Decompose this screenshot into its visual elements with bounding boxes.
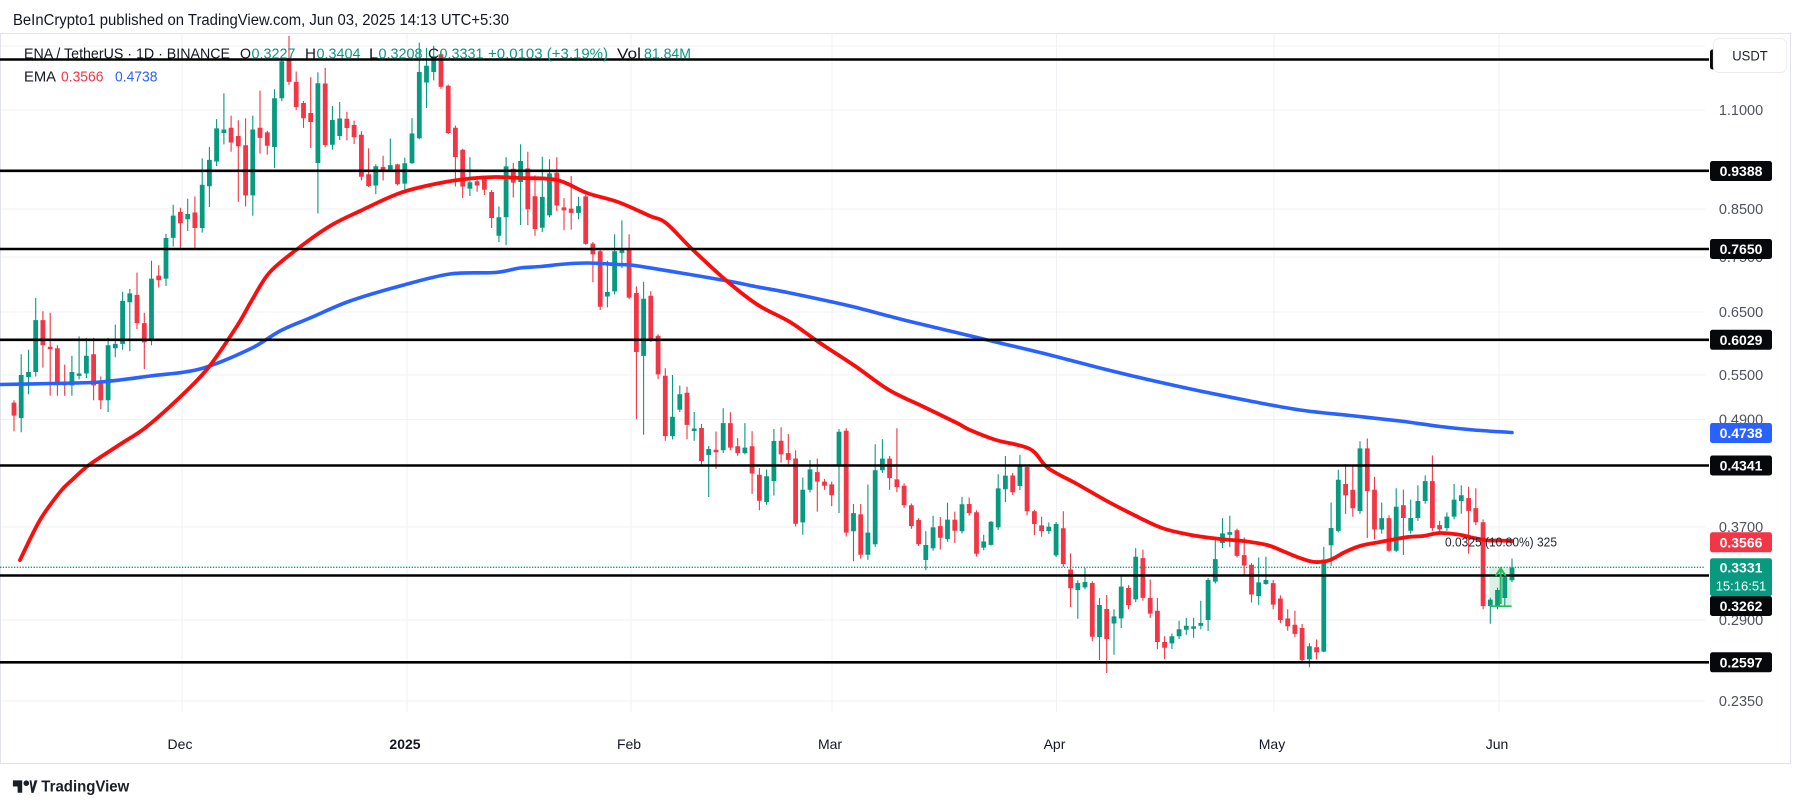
svg-text:0.7650: 0.7650 xyxy=(1720,241,1763,257)
svg-text:0.4341: 0.4341 xyxy=(1720,458,1763,474)
svg-text:Dec: Dec xyxy=(168,736,193,752)
svg-text:Jun: Jun xyxy=(1486,736,1509,752)
svg-text:Apr: Apr xyxy=(1044,736,1066,752)
svg-text:0.9388: 0.9388 xyxy=(1720,163,1763,179)
svg-text:0.3331: 0.3331 xyxy=(1720,559,1763,575)
svg-text:Mar: Mar xyxy=(818,736,842,752)
svg-text:0.6029: 0.6029 xyxy=(1720,332,1763,348)
svg-text:TradingView: TradingView xyxy=(41,779,130,796)
svg-text:0.2350: 0.2350 xyxy=(1719,694,1763,710)
svg-text:0.3700: 0.3700 xyxy=(1719,520,1763,536)
svg-text:USDT: USDT xyxy=(1732,48,1768,63)
svg-text:BeInCrypto1 published on Tradi: BeInCrypto1 published on TradingView.com… xyxy=(13,12,509,29)
svg-text:2025: 2025 xyxy=(389,736,420,752)
svg-text:0.2900: 0.2900 xyxy=(1719,613,1763,629)
svg-text:1.1000: 1.1000 xyxy=(1719,103,1763,119)
svg-text:0.3262: 0.3262 xyxy=(1720,598,1763,614)
svg-text:May: May xyxy=(1259,736,1285,752)
svg-text:0.2597: 0.2597 xyxy=(1720,654,1763,670)
svg-text:0.0325 (10.80%) 325: 0.0325 (10.80%) 325 xyxy=(1445,535,1557,550)
svg-text:15:16:51: 15:16:51 xyxy=(1716,578,1767,593)
svg-text:0.3566: 0.3566 xyxy=(1720,534,1763,550)
svg-text:0.4738: 0.4738 xyxy=(1720,425,1763,441)
svg-text:0.6500: 0.6500 xyxy=(1719,305,1763,321)
svg-text:0.8500: 0.8500 xyxy=(1719,202,1763,218)
svg-text:Feb: Feb xyxy=(617,736,641,752)
svg-text:0.5500: 0.5500 xyxy=(1719,368,1763,384)
